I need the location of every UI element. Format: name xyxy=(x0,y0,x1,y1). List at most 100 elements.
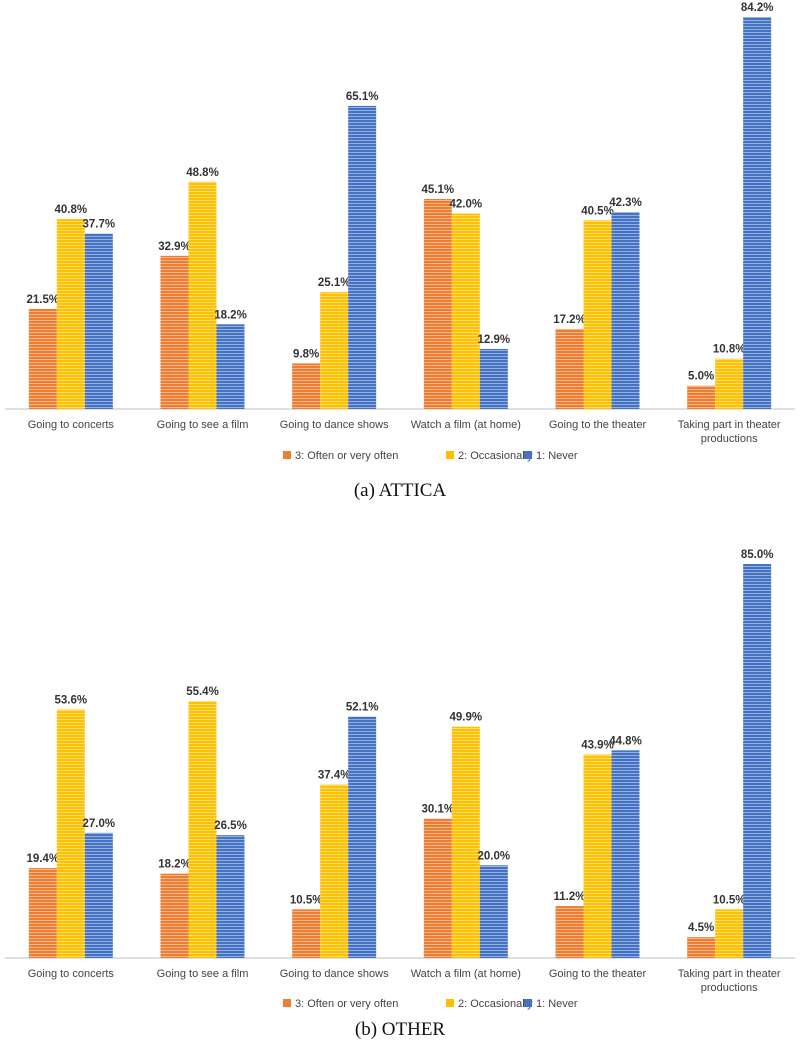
bar-group-going-to-see-a-film: 18.2% 55.4% 26.5% xyxy=(158,686,247,958)
bar-3-often-or-very-often-going-to-dance-shows xyxy=(292,909,321,958)
legend: 3: Often or very often 2: Occasionally 1: … xyxy=(283,998,578,1010)
bar-group-going-to-see-a-film: 32.9% 48.8% 18.2% xyxy=(158,167,247,409)
data-label: 42.3% xyxy=(609,197,642,209)
bar-2-occasionally-taking-part-in-theater-productions xyxy=(715,909,744,958)
data-label: 44.8% xyxy=(609,735,642,747)
bar-1-never-going-to-concerts xyxy=(84,233,113,409)
category-label: Watch a film (at home) xyxy=(411,968,521,980)
data-label: 11.2% xyxy=(554,891,586,903)
data-label: 37.7% xyxy=(83,218,116,230)
bar-2-occasionally-watch-a-film-at-home xyxy=(451,726,480,958)
bar-1-never-going-to-see-a-film xyxy=(216,324,245,409)
bar-2-occasionally-going-to-the-theater xyxy=(583,754,612,958)
bar-2-occasionally-going-to-the-theater xyxy=(583,220,612,409)
data-label: 85.0% xyxy=(741,549,774,561)
legend-label-2-occasionally: 2: Occasionally xyxy=(458,450,533,462)
data-label: 12.9% xyxy=(478,334,511,346)
bar-group-watch-a-film-at-home: 30.1% 49.9% 20.0% xyxy=(422,712,511,958)
legend: 3: Often or very often 2: Occasionally 1: … xyxy=(283,450,578,462)
data-label: 42.0% xyxy=(450,198,483,210)
data-label: 49.9% xyxy=(450,712,483,724)
data-label: 55.4% xyxy=(186,686,219,698)
legend-swatch-2-occasionally xyxy=(446,451,454,459)
data-label: 21.5% xyxy=(27,294,60,306)
bar-group-taking-part-in-theater-productions: 4.5% 10.5% 85.0% xyxy=(687,549,773,958)
bar-group-going-to-dance-shows: 9.8% 25.1% 65.1% xyxy=(292,91,378,409)
legend-label-2-occasionally: 2: Occasionally xyxy=(458,998,533,1010)
legend-swatch-1-never xyxy=(524,451,532,459)
data-label: 4.5% xyxy=(688,922,714,934)
data-label: 30.1% xyxy=(422,803,455,815)
category-label: Taking part in theater xyxy=(678,419,781,431)
bar-2-occasionally-going-to-dance-shows xyxy=(320,292,349,409)
bar-1-never-going-to-the-theater xyxy=(611,750,640,958)
data-label: 32.9% xyxy=(158,241,191,253)
category-label: Taking part in theater xyxy=(678,968,781,980)
bar-1-never-taking-part-in-theater-productions xyxy=(743,564,772,958)
data-label: 18.2% xyxy=(158,859,191,871)
legend-swatch-2-occasionally xyxy=(446,999,454,1007)
bar-1-never-taking-part-in-theater-productions xyxy=(743,17,772,409)
bar-group-going-to-the-theater: 11.2% 43.9%44.8% xyxy=(554,735,642,958)
category-label: Going to dance shows xyxy=(280,419,389,431)
category-label: Watch a film (at home) xyxy=(411,419,521,431)
category-label: Going to the theater xyxy=(549,968,647,980)
data-label: 27.0% xyxy=(83,818,116,830)
data-label: 65.1% xyxy=(346,91,379,103)
bar-group-watch-a-film-at-home: 45.1% 42.0% 12.9% xyxy=(422,184,511,409)
caption-attica: (a) ATTICA xyxy=(353,480,447,501)
data-label: 5.0% xyxy=(688,371,714,383)
category-label: Going to dance shows xyxy=(280,968,389,980)
legend-swatch-3-often-or-very-often xyxy=(283,451,291,459)
bar-1-never-going-to-dance-shows xyxy=(348,716,377,958)
legend-swatch-1-never xyxy=(524,999,532,1007)
legend-label-1-never: 1: Never xyxy=(536,450,578,462)
legend-label-3-often-or-very-often: 3: Often or very often xyxy=(295,998,398,1010)
bar-3-often-or-very-often-going-to-the-theater xyxy=(555,906,584,958)
bar-1-never-going-to-concerts xyxy=(84,832,113,958)
category-label: Going to see a film xyxy=(157,968,249,980)
data-label: 37.4% xyxy=(318,770,351,782)
data-label: 52.1% xyxy=(346,702,379,714)
bar-group-taking-part-in-theater-productions: 5.0% 10.8% 84.2% xyxy=(687,2,773,409)
data-label: 53.6% xyxy=(55,695,88,707)
data-label: 17.2% xyxy=(553,314,586,326)
legend-swatch-3-often-or-very-often xyxy=(283,999,291,1007)
data-label: 19.4% xyxy=(27,853,60,865)
chart-attica-svg: 21.5% 40.8% 37.7% Going to concerts 32.9% 48.… xyxy=(5,2,795,462)
bar-2-occasionally-watch-a-film-at-home xyxy=(451,213,480,409)
category-label: Going to concerts xyxy=(28,968,115,980)
bar-2-occasionally-taking-part-in-theater-productions xyxy=(715,358,744,409)
data-label: 40.8% xyxy=(55,204,88,216)
data-label: 9.8% xyxy=(293,348,319,360)
bar-1-never-watch-a-film-at-home xyxy=(479,348,508,409)
bar-2-occasionally-going-to-concerts xyxy=(56,219,85,409)
category-label: productions xyxy=(701,433,758,445)
bar-1-never-going-to-the-theater xyxy=(611,212,640,409)
data-label: 26.5% xyxy=(214,820,247,832)
bar-group-going-to-concerts: 19.4% 53.6% 27.0% xyxy=(27,695,116,958)
category-label: productions xyxy=(701,982,758,994)
data-label: 10.8% xyxy=(713,344,746,356)
bar-group-going-to-the-theater: 17.2% 40.5%42.3% xyxy=(553,197,642,409)
bar-3-often-or-very-often-going-to-concerts xyxy=(28,308,57,409)
bar-2-occasionally-going-to-dance-shows xyxy=(320,784,349,958)
data-label: 10.5% xyxy=(290,894,323,906)
data-label: 25.1% xyxy=(318,277,351,289)
bar-2-occasionally-going-to-see-a-film xyxy=(188,181,217,409)
bar-3-often-or-very-often-taking-part-in-theater-productions xyxy=(687,937,716,958)
legend-label-1-never: 1: Never xyxy=(536,998,578,1010)
category-label: Going to the theater xyxy=(549,419,647,431)
bar-2-occasionally-going-to-concerts xyxy=(56,709,85,958)
data-label: 45.1% xyxy=(422,184,455,196)
data-label: 40.5% xyxy=(581,205,614,217)
data-label: 10.5% xyxy=(713,894,746,906)
data-label: 20.0% xyxy=(478,850,511,862)
bar-1-never-going-to-dance-shows xyxy=(348,105,377,409)
data-label: 43.9% xyxy=(581,740,614,752)
chart-other-svg: 19.4% 53.6% 27.0% Going to concerts 18.2% 55.… xyxy=(5,549,795,1010)
data-label: 48.8% xyxy=(186,167,219,179)
category-label: Going to concerts xyxy=(28,419,115,431)
data-label: 84.2% xyxy=(741,2,774,14)
bar-3-often-or-very-often-going-to-concerts xyxy=(28,868,57,958)
